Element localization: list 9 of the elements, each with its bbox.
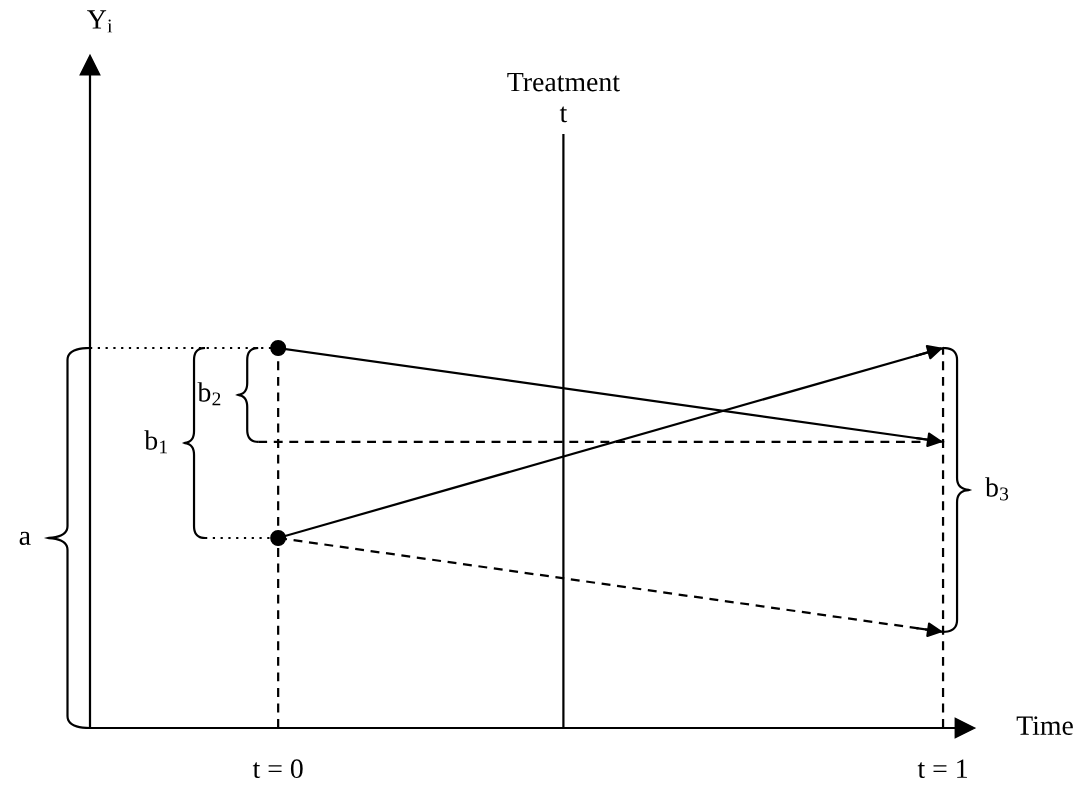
ref-line-label: Treatment t: [507, 72, 620, 123]
x-tick-label: t = 1: [917, 759, 967, 779]
x-axis-title: Time: [1016, 716, 1073, 735]
text: a: [19, 531, 31, 545]
annotation: b$_{1}$: [144, 430, 167, 454]
text: b$_{3}$: [985, 477, 1009, 501]
text: Y$_{i}$: [87, 10, 113, 33]
annotation: b$_{2}$: [197, 382, 221, 406]
x-tick-label: t = 0: [252, 759, 303, 779]
